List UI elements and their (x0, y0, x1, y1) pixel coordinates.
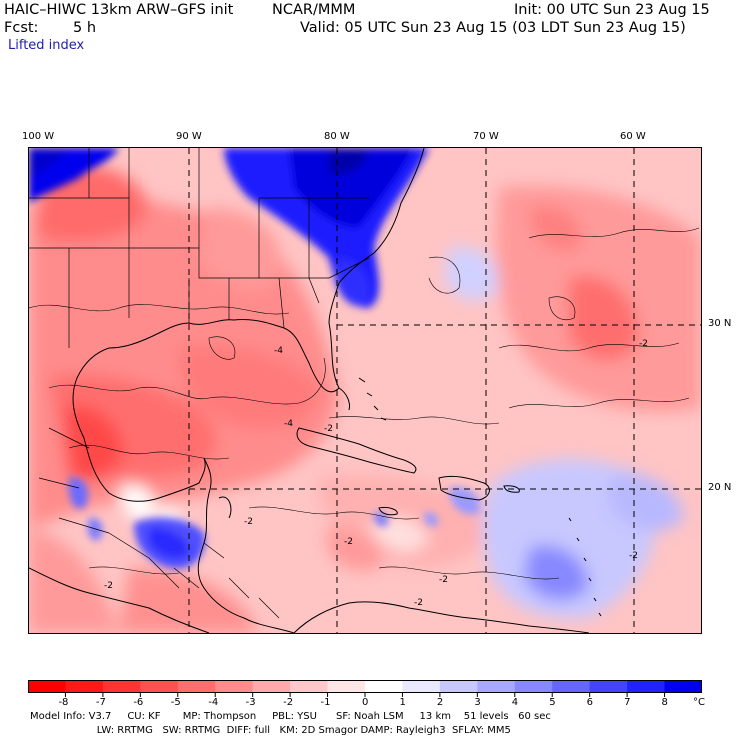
contour-label: -2 (324, 424, 333, 434)
model-title: HAIC–HIWC 13km ARW–GFS init (4, 2, 234, 18)
lon-label-70w: 70 W (473, 131, 499, 142)
contour-label: -2 (244, 517, 253, 527)
state-borders (29, 148, 370, 619)
lon-label-80w: 80 W (324, 131, 350, 142)
colorbar-swatch (402, 680, 441, 693)
graticule (188, 148, 701, 633)
colorbar-swatch (365, 680, 403, 693)
lon-label-60w: 60 W (620, 131, 646, 142)
colorbar-tick-label: -2 (283, 697, 294, 708)
contour-label: -4 (274, 346, 283, 356)
forecast-label: Fcst: (4, 20, 39, 36)
colorbar-tick-label: -6 (133, 697, 144, 708)
lifted-index-map: -4 -4 -2 -2 -2 -2 -2 -2 -2 -2 (28, 147, 702, 634)
colorbar-tick-label: -4 (208, 697, 219, 708)
colorbar-tick-label: 8 (661, 697, 668, 708)
contour-label: -2 (414, 598, 423, 608)
contour-label: -4 (284, 419, 293, 429)
field-name: Lifted index (8, 38, 85, 53)
colorbar-swatch (627, 680, 666, 693)
colorbar-swatch (514, 680, 553, 693)
colorbar-tick-label: 6 (586, 697, 594, 708)
lat-label-30n: 30 N (708, 318, 732, 329)
colorbar-swatch (65, 680, 104, 693)
colorbar-border (28, 680, 702, 693)
contour-label: -2 (629, 551, 638, 561)
contour-label: -2 (104, 581, 113, 591)
colorbar-tick-label: 3 (474, 697, 481, 708)
colorbar-tick-label: 7 (624, 697, 631, 708)
colorbar-swatch (290, 680, 329, 693)
colorbar-swatch (28, 680, 66, 693)
field-shading (29, 164, 701, 633)
colorbar-swatch (140, 680, 179, 693)
colorbar (28, 680, 703, 702)
contour-label: -2 (639, 339, 648, 349)
colorbar-tick-label: -1 (320, 697, 331, 708)
colorbar-tick-label: -3 (245, 697, 256, 708)
model-info-line1: Model Info: V3.7 CU: KF MP: Thompson PBL… (30, 711, 551, 722)
colorbar-swatch (177, 680, 216, 693)
init-time: Init: 00 UTC Sun 23 Aug 15 (514, 2, 710, 18)
lat-label-20n: 20 N (708, 482, 732, 493)
colorbar-swatch (102, 680, 141, 693)
model-info-line2: LW: RRTMG SW: RRTMG DIFF: full KM: 2D Sm… (30, 725, 511, 736)
coastlines (29, 148, 602, 633)
stable-blue-areas (29, 148, 480, 569)
org-label: NCAR/MMM (272, 2, 356, 18)
colorbar-swatch (252, 680, 291, 693)
colorbar-svg (28, 680, 703, 697)
forecast-hour: 5 h (73, 20, 97, 36)
colorbar-swatch (477, 680, 516, 693)
colorbar-swatch (552, 680, 591, 693)
colorbar-unit: °C (693, 697, 705, 708)
colorbar-swatch (589, 680, 628, 693)
contour-labels: -4 -4 -2 -2 -2 -2 -2 -2 -2 -2 (104, 339, 648, 608)
colorbar-swatch (664, 680, 703, 693)
colorbar-tick-label: 5 (549, 697, 556, 708)
map-canvas: -4 -4 -2 -2 -2 -2 -2 -2 -2 -2 (29, 148, 701, 633)
contour-label: -2 (439, 575, 448, 585)
colorbar-swatch (215, 680, 254, 693)
colorbar-swatch (439, 680, 478, 693)
lon-label-100w: 100 W (22, 131, 55, 142)
colorbar-tick-label: -7 (95, 697, 106, 708)
colorbar-tick-label: 1 (399, 697, 406, 708)
contour-label: -2 (344, 537, 353, 547)
colorbar-tick-label: 4 (511, 697, 519, 708)
colorbar-tick-label: -5 (170, 697, 181, 708)
colorbar-tick-label: 0 (362, 697, 369, 708)
valid-time: Valid: 05 UTC Sun 23 Aug 15 (03 LDT Sun … (300, 20, 686, 36)
colorbar-tick-label: -8 (58, 697, 69, 708)
contours (29, 227, 700, 580)
colorbar-tick-label: 2 (436, 697, 444, 708)
colorbar-swatch (327, 680, 366, 693)
lon-label-90w: 90 W (176, 131, 202, 142)
